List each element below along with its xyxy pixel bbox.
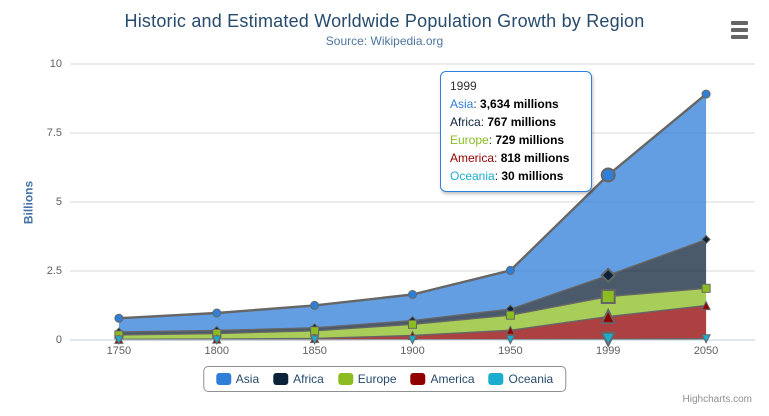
x-axis-label: 1750: [106, 345, 132, 357]
marker-asia-1950[interactable]: [505, 265, 515, 275]
x-axis-label: 2050: [693, 345, 719, 357]
y-axis-label: 5: [55, 196, 62, 208]
marker-america-1950[interactable]: [505, 325, 516, 335]
marker-europe-1950[interactable]: [505, 310, 515, 320]
legend-item-africa[interactable]: Africa: [273, 372, 324, 386]
y-axis-label: 0: [55, 334, 62, 346]
tooltip-rows: Asia: 3,634 millions Africa: 767 millions…: [450, 95, 582, 185]
marker-oceania-1999[interactable]: [600, 331, 617, 348]
marker-asia-1750[interactable]: [114, 313, 124, 323]
area-america: [118, 305, 707, 340]
marker-oceania-1900[interactable]: [407, 335, 418, 345]
marker-oceania-2050[interactable]: [701, 334, 711, 344]
marker-oceania-1750[interactable]: [114, 335, 124, 346]
marker-oceania-1800[interactable]: [211, 335, 222, 346]
legend-label: Asia: [235, 372, 260, 386]
x-axis-label: 1999: [595, 345, 621, 357]
hamburger-icon: [731, 28, 748, 32]
marker-europe-2050[interactable]: [701, 283, 711, 293]
y-axis-label: 7.5: [46, 127, 62, 139]
chart-subtitle: Source: Wikipedia.org: [325, 34, 444, 48]
export-menu-button[interactable]: [731, 21, 751, 43]
marker-europe-1999[interactable]: [600, 289, 616, 304]
tooltip-row-africa: Africa: 767 millions: [450, 115, 557, 129]
marker-africa-2050[interactable]: [701, 234, 711, 245]
x-axis-label: 1850: [302, 345, 327, 357]
tooltip-row-europe: Europe: 729 millions: [450, 133, 565, 147]
area-asia: [118, 94, 707, 332]
marker-asia-1850[interactable]: [310, 300, 320, 310]
tooltip-row-oceania: Oceania: 30 millions: [450, 169, 564, 183]
tooltip-header: 1999: [450, 79, 477, 93]
legend-item-oceania[interactable]: Oceania: [488, 372, 554, 386]
marker-america-1999[interactable]: [600, 307, 617, 325]
legend-symbol: [273, 373, 289, 385]
tooltip: 1999 Asia: 3,634 millions Africa: 767 mil…: [440, 71, 592, 192]
hamburger-icon: [731, 35, 748, 39]
marker-oceania-1850[interactable]: [309, 335, 320, 346]
legend-label: Europe: [357, 372, 397, 386]
tooltip-row-asia: Asia: 3,634 millions: [450, 97, 559, 111]
legend-item-america[interactable]: America: [410, 372, 475, 386]
legend-symbol: [215, 373, 231, 385]
marker-asia-1900[interactable]: [408, 290, 417, 299]
legend-label: Oceania: [508, 372, 554, 386]
x-axis-label: 1800: [204, 345, 230, 357]
hamburger-icon: [731, 21, 748, 25]
marker-oceania-1950[interactable]: [505, 335, 516, 345]
marker-europe-1900[interactable]: [408, 319, 417, 329]
marker-asia-1800[interactable]: [212, 308, 222, 318]
x-axis-label: 1900: [400, 345, 425, 357]
legend-label: America: [430, 372, 475, 386]
legend-symbol: [410, 373, 426, 385]
marker-asia-2050[interactable]: [701, 89, 711, 99]
marker-africa-1999[interactable]: [600, 267, 617, 284]
y-axis-label: 2.5: [46, 265, 62, 277]
legend-item-europe[interactable]: Europe: [337, 372, 397, 386]
marker-america-2050[interactable]: [701, 300, 711, 311]
y-axis-label: 10: [49, 58, 62, 70]
credits-link[interactable]: Highcharts.com: [682, 394, 752, 405]
marker-asia-1999[interactable]: [600, 167, 616, 183]
legend: Asia Africa Europe America Oceania: [202, 366, 567, 392]
legend-label: Africa: [293, 372, 324, 386]
x-axis-label: 1950: [498, 345, 523, 357]
area-africa: [118, 239, 707, 335]
legend-symbol: [337, 373, 353, 385]
tooltip-row-america: America: 818 millions: [450, 151, 570, 165]
legend-symbol: [488, 373, 504, 385]
legend-item-asia[interactable]: Asia: [215, 372, 260, 386]
chart-title: Historic and Estimated Worldwide Populat…: [124, 11, 645, 31]
